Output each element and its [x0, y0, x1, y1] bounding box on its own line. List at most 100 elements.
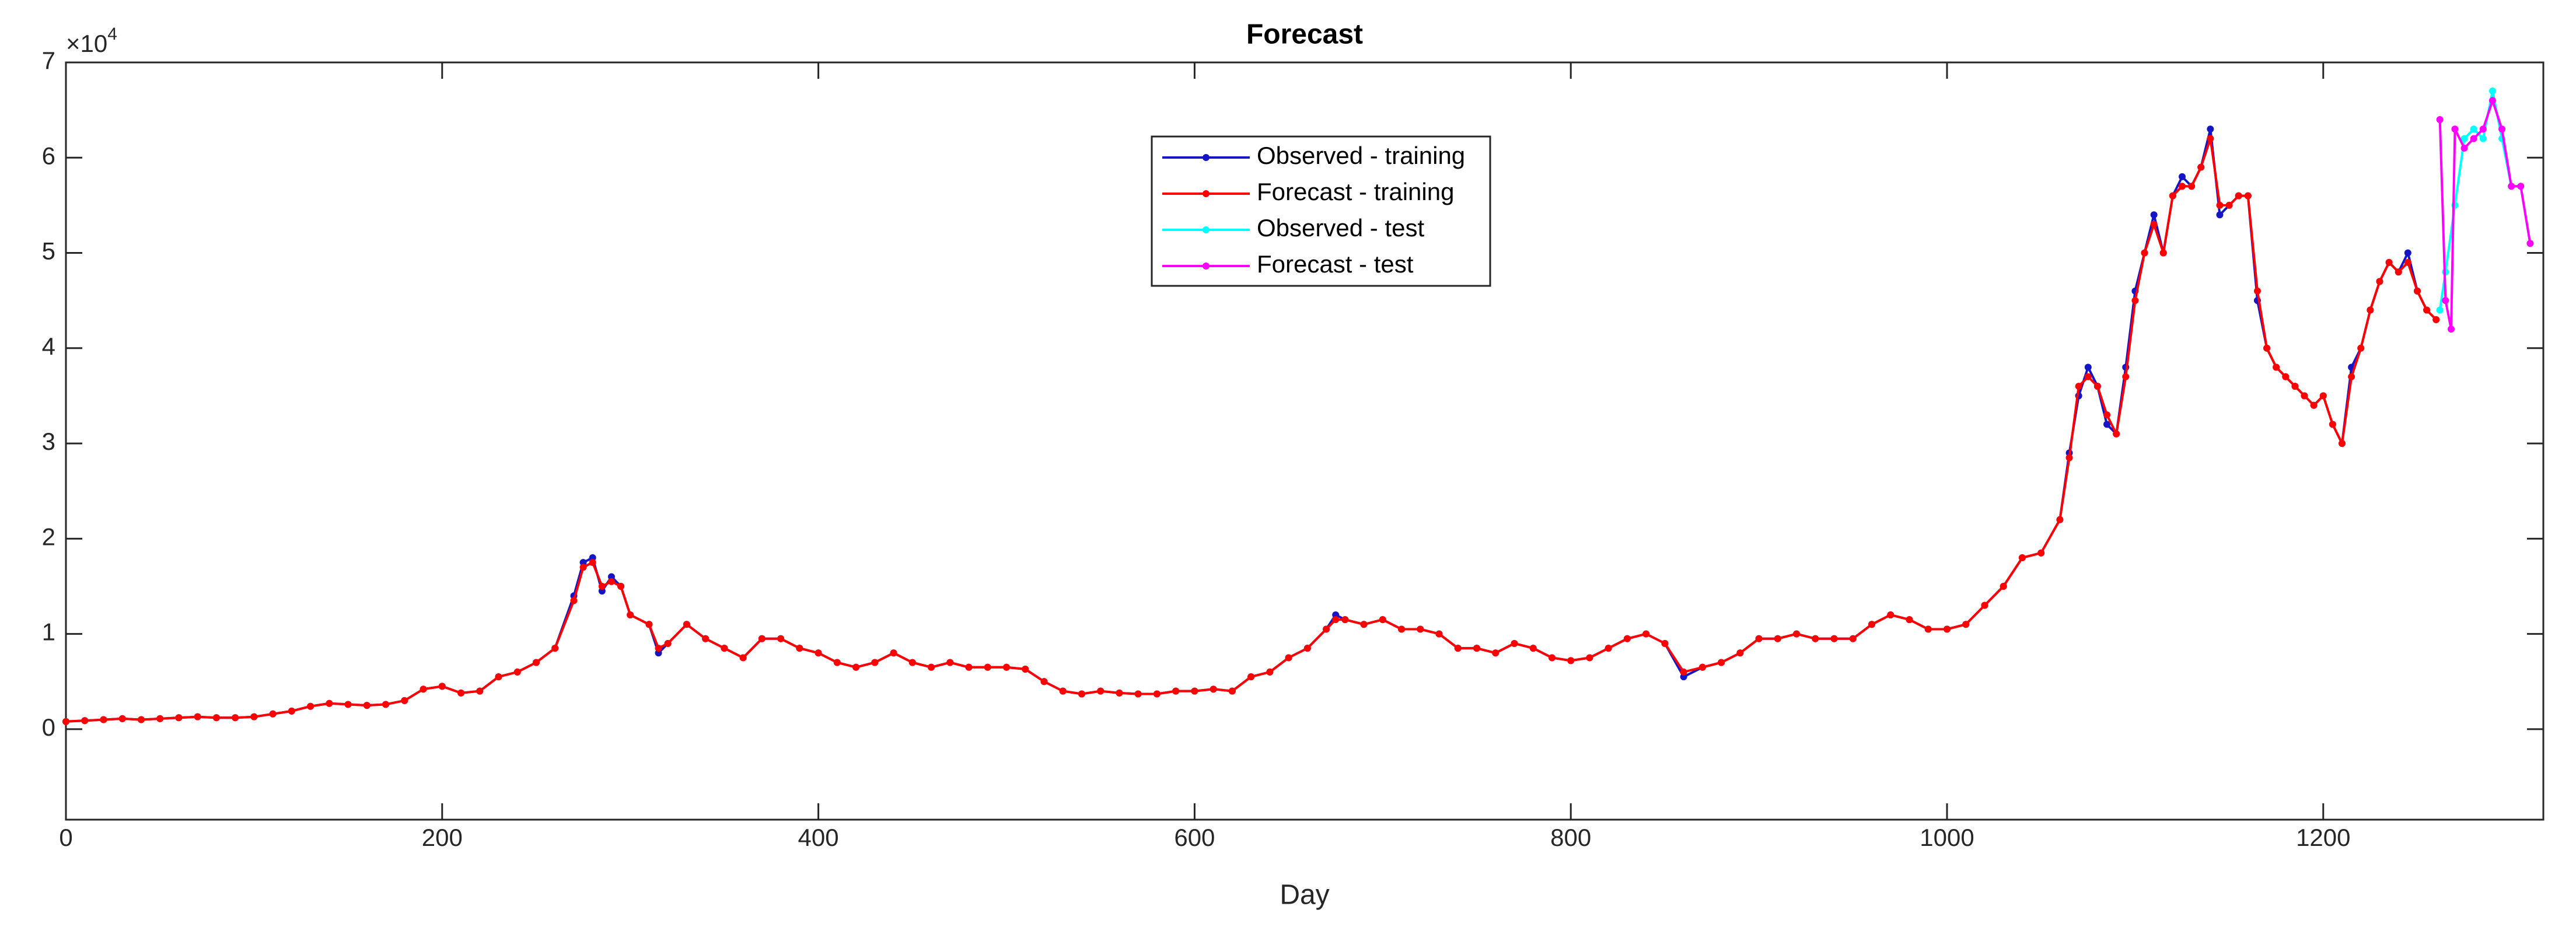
data-point: [852, 663, 860, 671]
data-point: [382, 701, 390, 708]
data-point: [1774, 635, 1781, 642]
data-point: [100, 716, 107, 723]
data-point: [908, 659, 916, 666]
y-tick-label: 0: [42, 713, 55, 741]
data-point: [2436, 306, 2444, 314]
data-point: [2150, 211, 2158, 219]
data-point: [739, 654, 747, 662]
data-point: [1680, 668, 1687, 676]
data-point: [269, 710, 277, 718]
data-point: [1906, 616, 1913, 624]
data-point: [1793, 630, 1801, 638]
data-point: [2413, 287, 2421, 295]
data-point: [307, 702, 314, 710]
data-point: [2093, 383, 2101, 390]
data-point: [1830, 635, 1838, 642]
data-point: [2517, 183, 2525, 190]
data-point: [1210, 685, 1217, 693]
data-point: [2207, 125, 2214, 133]
y-tick-label: 1: [42, 618, 55, 646]
data-point: [212, 714, 220, 722]
data-point: [2037, 549, 2045, 557]
data-point: [2103, 421, 2111, 428]
x-tick-label: 0: [59, 824, 72, 851]
data-point: [2479, 125, 2487, 133]
data-point: [2225, 201, 2233, 209]
y-exponent-base: ×10: [66, 30, 107, 57]
data-point: [1642, 630, 1650, 638]
data-point: [1332, 616, 1340, 624]
data-point: [1097, 687, 1105, 695]
data-point: [1548, 654, 1556, 662]
y-tick-label: 6: [42, 142, 55, 169]
x-tick-label: 1000: [1920, 824, 1974, 851]
data-point: [1492, 649, 1500, 657]
data-point: [2273, 363, 2280, 371]
data-point: [2178, 173, 2186, 180]
data-point: [965, 663, 973, 671]
data-point: [1812, 635, 1819, 642]
data-point: [1191, 687, 1198, 695]
data-point: [2084, 363, 2092, 371]
legend-label: Observed - training: [1257, 142, 1465, 169]
data-point: [1868, 621, 1876, 628]
data-point: [702, 635, 709, 642]
data-point: [1887, 611, 1895, 618]
data-point: [589, 559, 596, 566]
data-point: [2319, 392, 2327, 400]
data-point: [457, 689, 465, 697]
data-point: [2159, 249, 2167, 257]
data-point: [1266, 668, 1274, 676]
data-point: [2329, 421, 2336, 428]
data-point: [2018, 554, 2026, 562]
data-point: [2216, 201, 2224, 209]
data-point: [2207, 135, 2214, 142]
data-point: [175, 714, 183, 722]
data-point: [2263, 344, 2271, 352]
data-point: [758, 635, 766, 642]
data-point: [2310, 401, 2318, 409]
data-point: [2103, 411, 2111, 419]
data-point: [2470, 135, 2477, 142]
data-point: [2131, 297, 2139, 305]
data-point: [1059, 687, 1067, 695]
data-point: [2244, 192, 2252, 200]
data-point: [1943, 625, 1951, 633]
data-point: [1002, 663, 1010, 671]
data-point: [627, 611, 634, 618]
data-point: [2169, 192, 2176, 200]
data-point: [1567, 657, 1575, 664]
data-point: [2404, 258, 2411, 266]
data-point: [2385, 258, 2393, 266]
plot-frame: [65, 61, 2544, 821]
data-point: [1698, 663, 1706, 671]
data-point: [2460, 144, 2468, 152]
data-point: [928, 663, 935, 671]
data-point: [1529, 645, 1537, 652]
legend-marker: [1203, 154, 1210, 161]
data-point: [1454, 645, 1462, 652]
y-tick-label: 5: [42, 237, 55, 265]
data-point: [871, 659, 879, 666]
data-point: [2084, 373, 2092, 380]
data-point: [2113, 430, 2120, 438]
data-point: [664, 639, 672, 647]
x-tick-label: 400: [798, 824, 839, 851]
data-point: [1511, 639, 1518, 647]
data-point: [2423, 306, 2431, 314]
data-point: [2188, 183, 2196, 190]
data-point: [1661, 639, 1669, 647]
data-point: [2526, 240, 2534, 247]
data-point: [194, 713, 201, 720]
data-point: [363, 702, 371, 709]
data-point: [598, 582, 606, 590]
legend-label: Forecast - test: [1257, 250, 1414, 278]
data-point: [984, 663, 991, 671]
data-point: [2451, 125, 2459, 133]
legend-box: [1151, 135, 1491, 287]
data-point: [2367, 306, 2374, 314]
data-point: [532, 659, 540, 666]
data-point: [721, 645, 728, 652]
data-point: [420, 685, 427, 693]
data-point: [2404, 249, 2411, 257]
